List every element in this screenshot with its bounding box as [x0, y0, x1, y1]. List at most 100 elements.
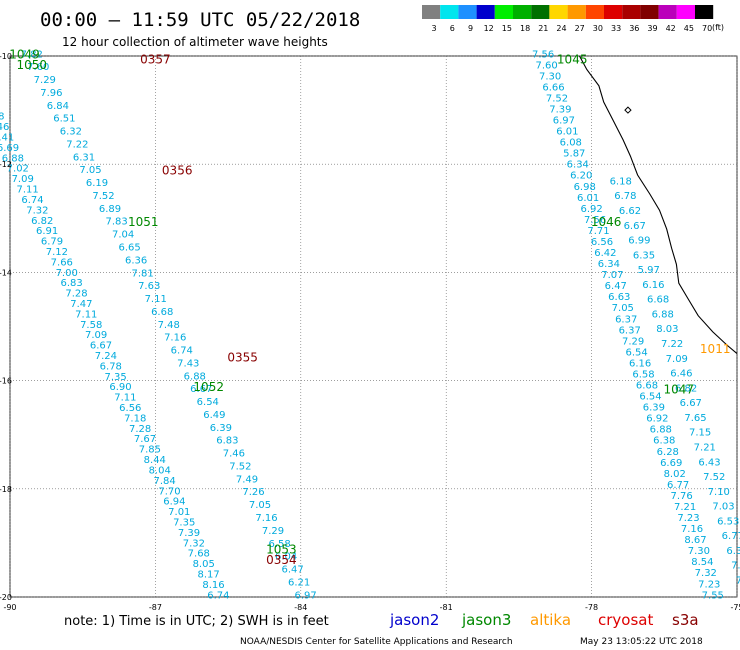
swh-value: 6.34 [567, 160, 589, 171]
swh-value: 7.84 [153, 476, 175, 487]
swh-value: 6.34 [598, 259, 620, 270]
swh-value: 7.63 [138, 281, 160, 292]
swh-value: 7.37 [736, 576, 740, 587]
swh-value: 6.88 [184, 371, 206, 382]
swh-value: 7.05 [249, 500, 271, 511]
swh-value: 6.08 [560, 138, 582, 149]
swh-value: 7.02 [7, 164, 29, 175]
swh-value: 6.68 [636, 381, 658, 392]
swh-value: 6.54 [639, 392, 661, 403]
swh-value: 6.78 [100, 361, 122, 372]
swh-value: 7.07 [601, 270, 623, 281]
swh-value: 6.51 [53, 114, 75, 125]
swh-value: 7.43 [177, 358, 199, 369]
x-tick-label: -87 [149, 603, 162, 612]
swh-value: 8.44 [144, 455, 166, 466]
swh-value: 7.21 [674, 502, 696, 513]
swh-value: 6.36 [125, 255, 147, 266]
color-scale-legend: 3 6 9 12 15 18 21 24 27 30 33 36 39 42 45 70 [422, 5, 714, 33]
swh-value: 6.77 [722, 531, 740, 542]
swh-value: 6.39 [643, 403, 665, 414]
y-tick-label: -14 [0, 268, 12, 277]
swh-value: 7.11 [145, 294, 167, 305]
swh-value: 6.18 [610, 176, 632, 187]
swh-value: 6.91 [36, 226, 58, 237]
x-tick-label: -90 [3, 603, 16, 612]
x-tick-label: -81 [440, 603, 453, 612]
swh-value: 6.79 [41, 237, 63, 248]
pass-label: 1050 [17, 58, 48, 72]
x-tick-label: -84 [294, 603, 307, 612]
satellite-legend: jason2 jason3 altika cryosat s3a [389, 611, 699, 629]
y-tick-label: -12 [0, 160, 12, 169]
coastline-path [579, 55, 738, 355]
swh-value: 7.82 [21, 49, 43, 60]
swh-value: 6.54 [197, 397, 219, 408]
swh-value: 6.01 [577, 193, 599, 204]
color-scale-label: 42 [666, 24, 676, 33]
swh-value: 7.52 [703, 472, 725, 483]
swh-value: 6.46 [670, 369, 692, 380]
color-swatch [549, 5, 568, 19]
swh-value: 7.16 [681, 524, 703, 535]
swh-value: 8.04 [149, 465, 171, 476]
swh-value: 6.58 [632, 370, 654, 381]
color-scale-label: 24 [556, 24, 566, 33]
swh-value: 6.21 [288, 577, 310, 588]
swh-value: 6.88 [650, 425, 672, 436]
swh-value: 6.54 [625, 347, 647, 358]
color-swatch [676, 5, 695, 19]
swh-value: 6.58 [268, 539, 290, 550]
chart-title: 00:00 – 11:59 UTC 05/22/2018 [40, 9, 360, 31]
pass-label: 1047 [664, 383, 695, 397]
color-swatch [422, 5, 441, 19]
swh-value: 7.52 [546, 94, 568, 105]
swh-value: 7.32 [183, 538, 205, 549]
satellite-legend-item: cryosat [598, 611, 653, 629]
swh-value: 7.28 [65, 289, 87, 300]
swh-value: 7.55 [702, 590, 724, 601]
credit-text: NOAA/NESDIS Center for Satellite Applica… [240, 637, 513, 647]
swh-value: 7.10 [708, 487, 730, 498]
swh-value: 6.68 [151, 307, 173, 318]
swh-value: 7.30 [688, 546, 710, 557]
swh-value: 7.71 [587, 226, 609, 237]
swh-value: 6.67 [680, 398, 702, 409]
satellite-legend-item: s3a [672, 611, 699, 629]
swh-value: 6.97 [294, 590, 316, 601]
satellite-legend-item: jason2 [389, 611, 439, 629]
swh-value: 7.16 [164, 333, 186, 344]
swh-value: 6.94 [163, 497, 185, 508]
swh-value: 6.01 [556, 127, 578, 138]
swh-value: 6.20 [570, 171, 592, 182]
color-scale-label: 30 [593, 24, 603, 33]
swh-value: 7.49 [236, 474, 258, 485]
color-scale-label: 36 [629, 24, 639, 33]
y-tick-label: -18 [0, 485, 12, 494]
swh-value: 6.63 [608, 292, 630, 303]
swh-value: 6.89 [99, 204, 121, 215]
color-swatch [658, 5, 677, 19]
plot-area: 7.357.207.537.656.777.897.586.466.416.69… [0, 47, 740, 601]
swh-value: 8.02 [664, 469, 686, 480]
color-scale-label: 33 [611, 24, 621, 33]
swh-value: 7.28 [129, 424, 151, 435]
pass-label: 0356 [162, 164, 193, 178]
axis-ticks: -90 -87 -84 -81 -78 -75 -10 -12 -14 -16 -18 -20 [0, 52, 740, 612]
swh-value: 7.22 [66, 140, 88, 151]
swh-value: 7.30 [539, 71, 561, 82]
swh-value: 7.04 [112, 230, 134, 241]
swh-value: 7.22 [661, 339, 683, 350]
swh-value: 6.16 [642, 280, 664, 291]
swh-value: 6.83 [60, 278, 82, 289]
color-swatch [640, 5, 659, 19]
color-swatch [585, 5, 604, 19]
swh-value: 7.39 [549, 105, 571, 116]
swh-value: 7.18 [124, 413, 146, 424]
color-swatch [567, 5, 586, 19]
swh-value: 6.67 [190, 384, 212, 395]
swh-value: 7.85 [139, 445, 161, 456]
swh-value: 6.30 [726, 546, 740, 557]
footnote: note: 1) Time is in UTC; 2) SWH is in fe… [64, 614, 329, 629]
